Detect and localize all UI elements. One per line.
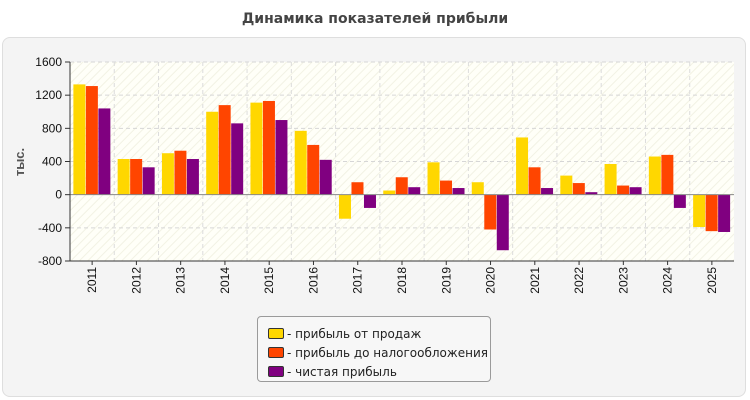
x-tick-label: 2017 [351,267,365,294]
bar-2014-series-0 [206,111,219,195]
bar-2020-series-2 [496,194,509,251]
bar-2024-series-0 [648,156,661,195]
bar-2015-series-0 [250,102,263,195]
bar-2012-series-0 [117,159,130,195]
bar-2021-series-0 [516,137,529,195]
x-tick-label: 2019 [439,267,453,294]
bar-2012-series-2 [142,167,155,195]
chart-title: Динамика показателей прибыли [241,11,509,27]
legend-item: - прибыль до налогообложения [268,343,490,362]
y-tick-label: -800 [38,254,62,268]
bar-2016-series-1 [307,144,320,195]
bar-2016-series-2 [319,159,332,195]
x-tick-label: 2013 [174,267,188,294]
bar-2014-series-1 [218,105,231,195]
bar-2018-series-0 [383,190,396,195]
x-tick-label: 2023 [616,267,630,294]
bar-2018-series-1 [395,177,408,195]
y-axis-label: тыс. [12,148,27,176]
bar-2023-series-0 [604,163,617,195]
bar-2013-series-0 [161,153,174,195]
bar-2024-series-2 [673,194,686,208]
bar-2023-series-1 [617,185,630,195]
x-tick-label: 2025 [705,267,719,294]
bar-2011-series-2 [98,108,111,195]
bar-2021-series-2 [541,188,554,195]
x-tick-label: 2015 [262,267,276,294]
bar-2021-series-1 [528,167,541,195]
x-tick-label: 2024 [661,267,675,294]
bar-2014-series-2 [231,123,244,195]
bar-2025-series-0 [693,194,706,228]
legend-swatch [268,347,284,358]
bar-2013-series-2 [186,159,199,195]
bar-2025-series-2 [718,194,731,232]
y-tick-label: 400 [42,155,62,169]
x-tick-label: 2011 [85,267,99,293]
legend-swatch [268,366,284,377]
bar-2019-series-2 [452,188,465,195]
x-tick-label: 2020 [484,267,498,294]
bar-2022-series-1 [572,183,585,195]
bar-2025-series-1 [705,194,718,232]
y-tick-label: -400 [38,221,62,235]
y-tick-label: 1200 [35,88,62,102]
legend-item: - чистая прибыль [268,362,490,381]
bar-2013-series-1 [174,150,187,195]
bar-2011-series-0 [73,84,86,195]
y-tick-label: 1600 [35,55,62,69]
x-tick-label: 2016 [306,267,320,294]
x-tick-label: 2021 [528,267,542,294]
bar-2015-series-2 [275,120,288,195]
x-tick-label: 2014 [218,267,232,294]
bar-2020-series-1 [484,194,497,230]
bar-2017-series-2 [363,194,376,208]
bar-2022-series-2 [585,192,598,195]
legend-label: - чистая прибыль [287,364,397,379]
bar-2019-series-0 [427,162,440,195]
legend-item: - прибыль от продаж [268,324,490,343]
bar-2020-series-0 [471,182,484,195]
x-tick-label: 2022 [572,267,586,294]
bar-2019-series-1 [440,180,453,195]
bar-2023-series-2 [629,187,642,195]
bar-2016-series-0 [294,130,307,195]
bar-2017-series-0 [338,194,351,219]
x-tick-label: 2012 [129,267,143,294]
legend-swatch [268,328,284,339]
legend-label: - прибыль от продаж [287,326,422,341]
y-tick-label: 800 [42,121,62,135]
legend-label: - прибыль до налогообложения [287,345,488,360]
bar-2015-series-1 [262,100,275,195]
bars [73,84,731,251]
bar-2017-series-1 [351,182,364,195]
y-tick-label: 0 [55,188,62,202]
bar-2011-series-1 [85,86,98,195]
bar-2024-series-1 [661,154,674,195]
legend: - прибыль от продаж - прибыль до налогооб… [257,316,491,382]
bar-2022-series-0 [560,175,573,195]
x-tick-label: 2018 [395,267,409,294]
axes [65,61,734,265]
tick-labels: 1600 1200 800 400 0 -400 -800 2011 2012 2013 2014 2… [35,55,719,294]
bar-2012-series-1 [130,159,143,195]
bar-2018-series-2 [408,187,421,195]
